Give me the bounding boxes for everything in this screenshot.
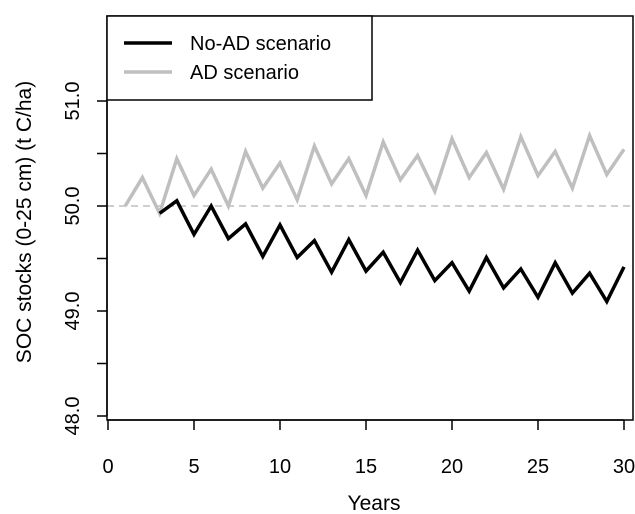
series-line-ad	[123, 130, 626, 219]
x-tick-label: 20	[441, 456, 463, 478]
y-tick-label: 49.0	[62, 292, 84, 331]
legend-label-ad: AD scenario	[190, 62, 299, 84]
y-axis: 48.0 49.0 50.0 51.0	[62, 82, 108, 436]
x-tick-label: 15	[355, 456, 377, 478]
x-tick-label: 5	[188, 456, 199, 478]
y-tick-label: 50.0	[62, 187, 84, 226]
series-line-no-ad	[158, 198, 626, 306]
x-tick-label: 10	[269, 456, 291, 478]
y-tick-label: 51.0	[62, 82, 84, 121]
y-axis-title: SOC stocks (0-25 cm) (t C/ha)	[13, 81, 36, 363]
legend-box	[106, 15, 373, 101]
x-tick-label: 0	[102, 456, 113, 478]
series-layer	[123, 130, 626, 306]
x-tick-label: 30	[613, 456, 635, 478]
x-axis-title: Years	[348, 492, 401, 514]
x-tick-label: 25	[527, 456, 549, 478]
x-axis: 0 5 10 15 20 25 30	[102, 419, 635, 478]
legend-label-no-ad: No-AD scenario	[190, 33, 331, 55]
y-tick-label: 48.0	[62, 397, 84, 436]
legend: No-AD scenario AD scenario	[106, 15, 373, 101]
